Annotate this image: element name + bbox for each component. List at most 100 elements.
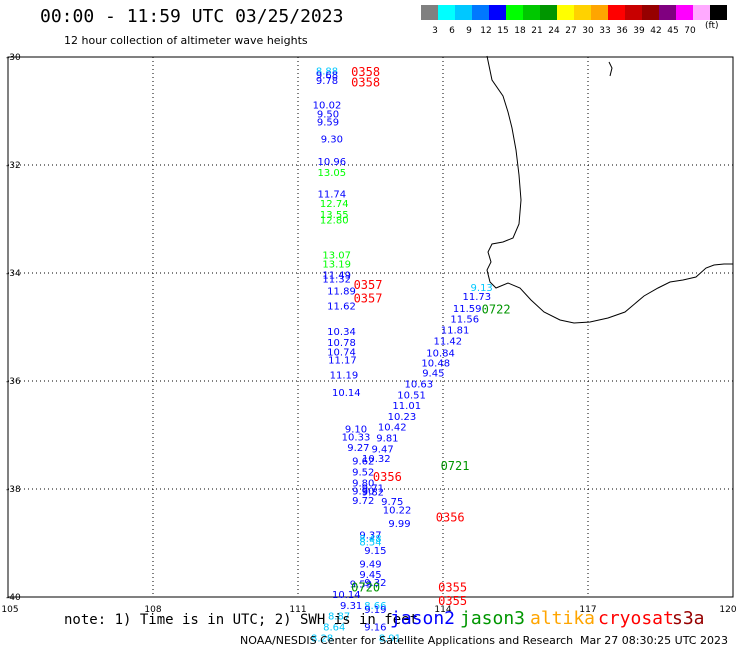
wave-height-value: 11.81 xyxy=(441,325,470,336)
footer-note: note: 1) Time is in UTC; 2) SWH is in fe… xyxy=(64,612,419,628)
legend-swatch xyxy=(574,5,591,20)
lon-label: 105 xyxy=(1,605,18,615)
lon-label: 114 xyxy=(434,605,451,615)
wave-height-value: 11.17 xyxy=(328,356,357,367)
coastline-islet xyxy=(608,61,613,77)
wave-height-value: 8.91 xyxy=(379,633,401,644)
lon-label: 120 xyxy=(719,605,736,615)
wave-height-value: 10.14 xyxy=(332,388,361,399)
wave-height-value: 10.63 xyxy=(405,379,434,390)
legend-swatch xyxy=(438,5,455,20)
legend-swatch xyxy=(608,5,625,20)
wave-height-value: 10.51 xyxy=(397,390,426,401)
legend-label: 18 xyxy=(514,26,526,36)
wave-height-value: 8.54 xyxy=(359,538,381,549)
wave-height-value: 10.14 xyxy=(332,590,361,601)
wave-height-value: 10.23 xyxy=(388,412,417,423)
lat-label: -38 xyxy=(6,485,21,495)
legend-label: 33 xyxy=(599,26,611,36)
observation-time-label: 0355 xyxy=(438,581,467,595)
wave-height-value: 9.13 xyxy=(471,283,493,294)
legend-label: 39 xyxy=(633,26,645,36)
legend-swatch xyxy=(625,5,642,20)
wave-height-value: 10.02 xyxy=(313,100,342,111)
legend-swatch xyxy=(591,5,608,20)
wave-height-value: 10.33 xyxy=(342,432,371,443)
wave-height-value: 9.45 xyxy=(359,570,381,581)
legend-label: 36 xyxy=(616,26,628,36)
wave-height-value: 9.80 xyxy=(352,478,374,489)
lat-label: -30 xyxy=(6,53,21,63)
wave-height-value: 11.49 xyxy=(322,270,351,281)
lat-label: -40 xyxy=(6,593,21,603)
wave-height-value: 9.81 xyxy=(376,433,398,444)
map-grid xyxy=(7,56,734,598)
wave-height-value: 9.30 xyxy=(321,134,343,145)
wave-height-value: 11.19 xyxy=(330,370,359,381)
satellite-name: jason3 xyxy=(460,608,526,629)
wave-height-value: 8.88 xyxy=(316,66,338,77)
legend-label: 3 xyxy=(432,26,438,36)
wave-height-value: 9.82 xyxy=(362,487,384,498)
legend-swatch xyxy=(489,5,506,20)
wave-height-value: 9.71 xyxy=(362,484,384,495)
observation-time-label: 0358 xyxy=(351,65,380,79)
legend-swatch xyxy=(676,5,693,20)
wave-height-value: 9.45 xyxy=(422,369,444,380)
footer-credit: NOAA/NESDIS Center for Satellite Applica… xyxy=(240,634,574,647)
wave-height-value: 10.22 xyxy=(383,505,412,516)
wave-height-value: 10.32 xyxy=(362,454,391,465)
legend-label: 27 xyxy=(565,26,577,36)
axis-labels: 105 108 111 114 117 120 -30 -32 -34 -36 -38 -40 xyxy=(1,53,736,615)
wave-height-value: 9.78 xyxy=(316,76,338,87)
wave-height-value: 9.59 xyxy=(317,118,339,129)
observation-time-label: 0721 xyxy=(441,459,470,473)
wave-height-value: 11.42 xyxy=(434,336,463,347)
wave-height-value: 8.28 xyxy=(311,633,333,644)
wave-height-value: 9.75 xyxy=(381,497,403,508)
wave-height-value: 13.19 xyxy=(322,260,351,271)
observation-time-label: 0720 xyxy=(351,581,380,595)
legend-swatch xyxy=(540,5,557,20)
wave-height-value: 9.19 xyxy=(364,605,386,616)
legend-unit-label: (ft) xyxy=(705,21,719,31)
legend-label: 9 xyxy=(466,26,472,36)
lat-label: -36 xyxy=(6,377,21,387)
legend-swatch xyxy=(421,5,438,20)
legend-label: 12 xyxy=(480,26,492,36)
wave-height-value: 13.55 xyxy=(320,210,349,221)
wave-height-value: 9.31 xyxy=(340,601,362,612)
observation-time-label: 0357 xyxy=(354,292,383,306)
footer-timestamp: Mar 27 08:30:25 UTC 2023 xyxy=(580,634,728,647)
satellite-name: altika xyxy=(530,608,596,629)
wave-height-value: 10.96 xyxy=(318,157,347,168)
lon-label: 111 xyxy=(289,605,306,615)
map-frame xyxy=(7,56,734,598)
wave-height-value: 9.37 xyxy=(359,531,381,542)
wave-height-value: 11.59 xyxy=(453,304,482,315)
observation-time-label: 0722 xyxy=(482,303,511,317)
legend-swatch xyxy=(659,5,676,20)
wave-height-value: 10.78 xyxy=(327,338,356,349)
legend-swatch xyxy=(693,5,710,20)
legend-label: 30 xyxy=(582,26,594,36)
wave-height-value: 10.48 xyxy=(421,358,450,369)
page-title: 00:00 - 11:59 UTC 03/25/2023 xyxy=(40,6,344,27)
wave-height-value: 9.47 xyxy=(371,444,393,455)
satellite-name: s3a xyxy=(672,608,705,629)
lat-label: -32 xyxy=(6,161,21,171)
wave-height-value: 9.52 xyxy=(352,468,374,479)
legend-label: 70 xyxy=(684,26,696,36)
legend-label: 45 xyxy=(667,26,679,36)
observation-time-label: 0356 xyxy=(373,470,402,484)
lon-label: 117 xyxy=(579,605,596,615)
wave-height-value: 11.32 xyxy=(322,275,351,286)
wave-height-value: 12.74 xyxy=(320,199,349,210)
legend-label: 42 xyxy=(650,26,662,36)
wave-height-value: 9.32 xyxy=(364,578,386,589)
wave-height-value: 9.99 xyxy=(388,519,410,530)
wave-height-value: 13.07 xyxy=(322,250,351,261)
observation-time-label: 0357 xyxy=(354,278,383,292)
wave-height-value: 9.50 xyxy=(317,109,339,120)
